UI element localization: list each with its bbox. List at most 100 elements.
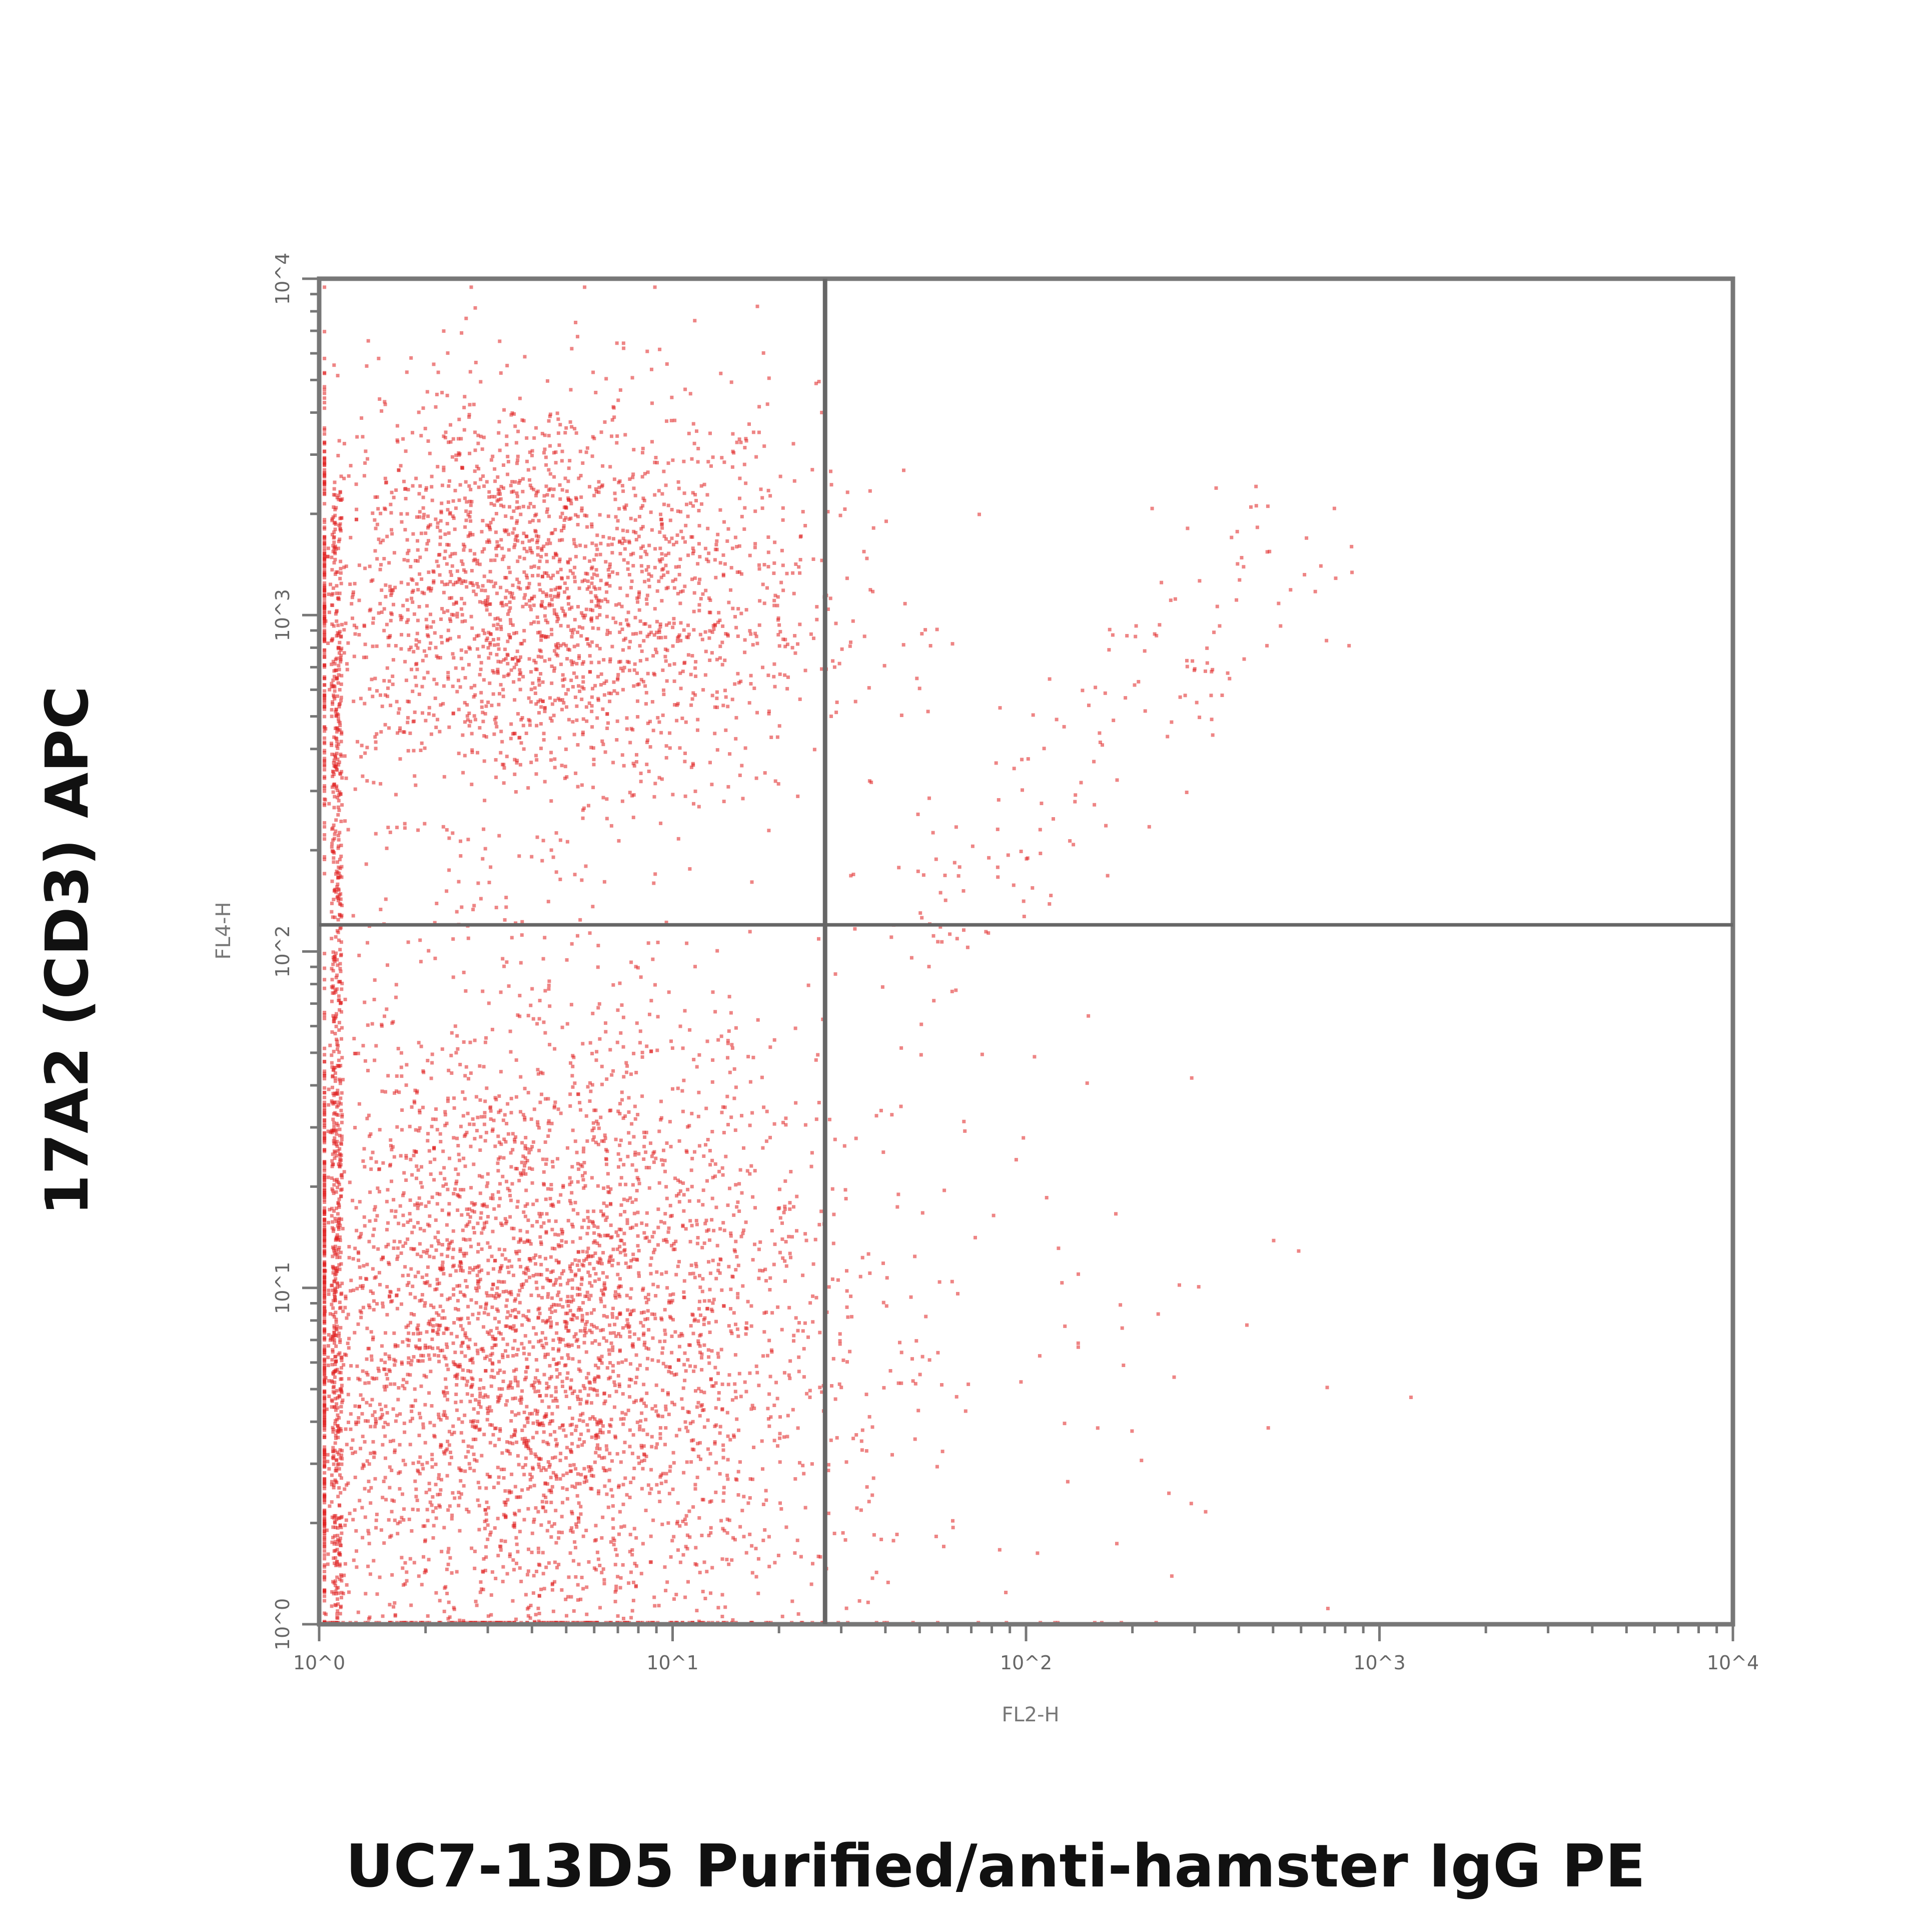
data-point (646, 941, 650, 945)
data-point (626, 610, 630, 614)
data-point (334, 1579, 338, 1583)
data-point (499, 751, 503, 755)
data-point (528, 1485, 532, 1489)
data-point (431, 1324, 435, 1328)
data-point (520, 1389, 524, 1393)
data-point (468, 1270, 472, 1274)
data-point (632, 1332, 636, 1336)
data-point (867, 1500, 871, 1504)
data-point (660, 777, 664, 781)
data-point (323, 463, 327, 467)
data-point (750, 1111, 754, 1115)
data-point (514, 535, 518, 539)
data-point (550, 681, 554, 685)
data-point (459, 657, 463, 661)
data-point (677, 1200, 681, 1204)
data-point (594, 568, 598, 572)
data-point (365, 1459, 369, 1463)
data-point (617, 540, 621, 544)
data-point (602, 880, 606, 884)
data-point (716, 620, 720, 624)
data-point (690, 1313, 694, 1317)
data-point (438, 1305, 442, 1309)
data-point (364, 449, 368, 453)
data-point (588, 1281, 592, 1285)
data-point (539, 638, 543, 642)
data-point (606, 543, 610, 547)
data-point (665, 1286, 669, 1290)
data-point (428, 1500, 432, 1504)
data-point (543, 706, 547, 710)
data-point (862, 634, 866, 638)
data-point (323, 786, 327, 790)
data-point (645, 349, 649, 353)
data-point (517, 678, 521, 682)
data-point (530, 1224, 534, 1228)
data-point (569, 1386, 572, 1390)
data-point (353, 581, 357, 585)
data-point (647, 770, 651, 773)
data-point (579, 1432, 583, 1436)
data-point (760, 506, 764, 510)
data-point (681, 589, 685, 593)
data-point (631, 632, 635, 636)
data-point (392, 495, 396, 499)
data-point (696, 460, 700, 464)
data-point (531, 1345, 535, 1349)
data-point (757, 1247, 761, 1251)
data-point (486, 646, 490, 650)
data-point (513, 1299, 517, 1303)
data-point (502, 1280, 506, 1284)
data-point (328, 1504, 332, 1508)
data-point (450, 596, 454, 600)
data-point (520, 1488, 524, 1492)
data-point (691, 422, 695, 426)
data-point (718, 618, 722, 622)
data-point (387, 1518, 391, 1522)
data-point (630, 1609, 634, 1613)
data-point (537, 519, 541, 523)
data-point (518, 688, 522, 692)
data-point (555, 585, 559, 589)
data-point (480, 1454, 484, 1458)
data-point (606, 721, 610, 725)
data-point (532, 436, 536, 440)
data-point (546, 1278, 550, 1282)
data-point (558, 557, 562, 561)
data-point (459, 1290, 462, 1294)
data-point (436, 370, 440, 374)
data-point (724, 695, 728, 699)
data-point (512, 1568, 516, 1572)
data-point (323, 1529, 327, 1533)
data-point (538, 1312, 542, 1316)
data-point (570, 347, 574, 351)
data-point (539, 634, 543, 638)
data-point (620, 541, 624, 545)
data-point (590, 1435, 594, 1439)
data-point (475, 1459, 479, 1463)
data-point (662, 1238, 666, 1242)
data-point (362, 656, 366, 660)
data-point (369, 1156, 373, 1160)
data-point (608, 1361, 612, 1365)
data-point (700, 1534, 704, 1537)
data-point (412, 650, 416, 654)
data-point (650, 1312, 654, 1316)
data-point (652, 633, 656, 637)
data-point (581, 1419, 585, 1423)
data-point (549, 799, 553, 803)
data-point (713, 1366, 717, 1370)
data-point (601, 464, 605, 468)
data-point (524, 1315, 528, 1319)
data-point (599, 1420, 603, 1424)
data-point (323, 677, 327, 681)
data-point (336, 454, 340, 457)
data-point (359, 1231, 363, 1235)
data-point (548, 1128, 552, 1132)
data-point (587, 585, 591, 589)
data-point (563, 1320, 567, 1324)
data-point (375, 1377, 379, 1381)
data-point (757, 430, 761, 434)
data-point (635, 671, 639, 675)
data-point (811, 557, 815, 561)
